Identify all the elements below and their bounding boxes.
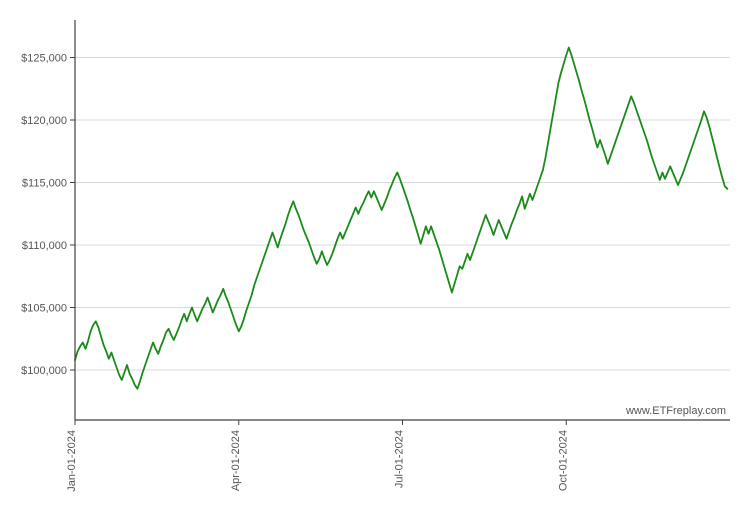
y-tick-label: $125,000	[21, 53, 67, 65]
x-tick-label: Apr-01-2024	[230, 430, 242, 491]
attribution-label: www.ETFreplay.com	[625, 405, 726, 417]
y-tick-label: $100,000	[21, 365, 67, 377]
y-tick-label: $115,000	[22, 178, 67, 190]
y-tick-label: $105,000	[21, 303, 67, 315]
y-tick-label: $120,000	[21, 115, 67, 127]
line-chart: $100,000 $105,000 $110,000 $115,000 $120,000…	[0, 0, 750, 530]
x-tick-label: Oct-01-2024	[557, 430, 569, 491]
x-tick-label: Jan-01-2024	[66, 430, 78, 492]
y-tick-label: $110,000	[22, 240, 67, 252]
chart-container: $100,000 $105,000 $110,000 $115,000 $120,000…	[0, 0, 750, 530]
x-tick-label: Jul-01-2024	[394, 430, 406, 488]
